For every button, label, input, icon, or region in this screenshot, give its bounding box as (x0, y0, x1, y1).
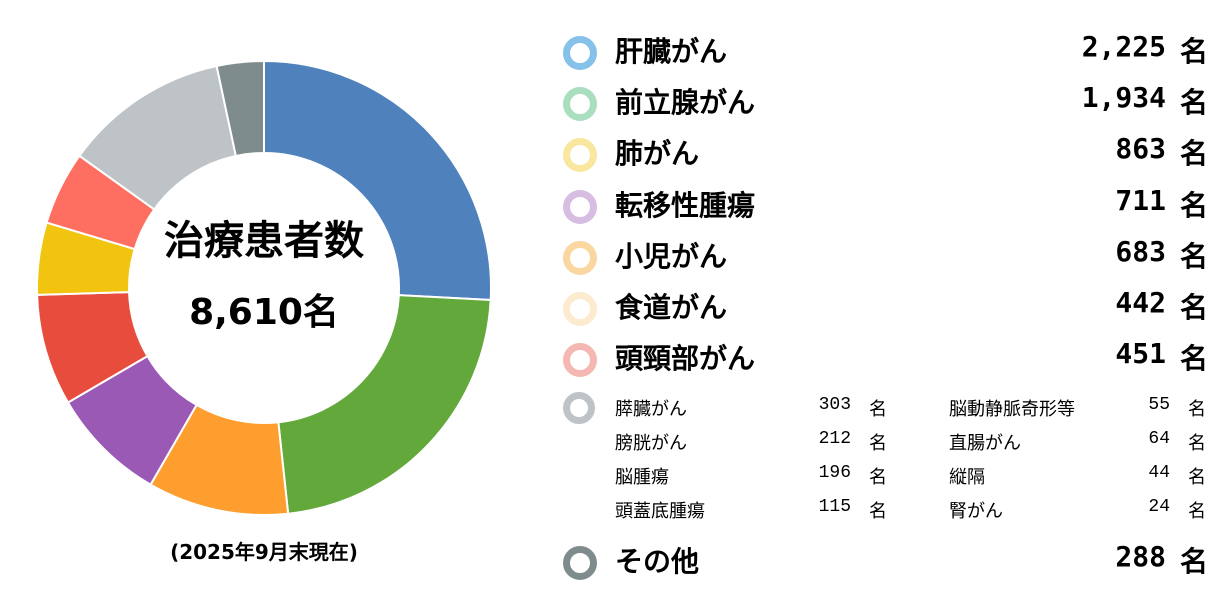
minor-unit: 名 (869, 467, 887, 488)
legend-ring-icon (563, 343, 597, 377)
minor-legend-item: 脳動静脈奇形等 55 名 (949, 395, 1206, 423)
minor-legend-item: 脳腫瘍 196 名 (615, 463, 887, 491)
legend-item: 肝臓がん 2,225 名 (563, 26, 1208, 70)
legend-item: 小児がん 683 名 (563, 231, 1208, 275)
minor-unit: 名 (1188, 501, 1206, 522)
legend-label: 頭頸部がん (615, 342, 756, 375)
legend-item: 肺がん 863 名 (563, 128, 1208, 172)
legend-label: 小児がん (615, 240, 728, 273)
minor-unit: 名 (869, 433, 887, 454)
minor-label: 縦隔 (949, 467, 985, 488)
minor-value: 64 (1148, 429, 1170, 449)
minor-value: 24 (1148, 497, 1170, 517)
legend-item: 転移性腫瘍 711 名 (563, 180, 1208, 224)
minor-value: 115 (818, 497, 851, 517)
slice-1 (277, 294, 492, 515)
legend-unit: 名 (1179, 86, 1208, 119)
legend-ring-icon (563, 292, 597, 326)
legend-ring-icon (563, 392, 595, 424)
legend-ring-icon (563, 190, 597, 224)
minor-unit: 名 (869, 399, 887, 420)
legend-ring-icon (563, 546, 597, 580)
minor-label: 腎がん (949, 501, 1003, 522)
minor-unit: 名 (1188, 467, 1206, 488)
minor-legend-item: 膵臓がん 303 名 (615, 395, 887, 423)
slice-0 (263, 59, 492, 302)
center-title: 治療患者数 (164, 218, 364, 264)
legend-item: 前立腺がん 1,934 名 (563, 77, 1208, 121)
minor-legend-item: 縦隔 44 名 (949, 463, 1206, 491)
legend-label: 肺がん (615, 137, 700, 170)
legend-value: 711 (1115, 184, 1166, 217)
minor-value: 44 (1148, 463, 1170, 483)
legend-item: 食道がん 442 名 (563, 282, 1208, 326)
legend-label: 転移性腫瘍 (615, 189, 756, 222)
minor-label: 膵臓がん (615, 399, 687, 420)
slice-8 (215, 59, 265, 158)
minor-legend-item: 直腸がん 64 名 (949, 429, 1206, 457)
minor-label: 頭蓋底腫瘍 (615, 501, 705, 522)
legend-ring-icon (563, 241, 597, 275)
legend-unit: 名 (1179, 291, 1208, 324)
center-total: 8,610名 (189, 292, 339, 333)
minor-value: 196 (818, 463, 851, 483)
legend-value: 442 (1115, 286, 1166, 319)
legend-value: 288 (1115, 540, 1166, 573)
minor-value: 303 (818, 395, 851, 415)
legend-unit: 名 (1179, 240, 1208, 273)
minor-label: 脳動静脈奇形等 (949, 399, 1075, 420)
minor-label: 膀胱がん (615, 433, 687, 454)
minor-label: 直腸がん (949, 433, 1021, 454)
minor-unit: 名 (1188, 433, 1206, 454)
minor-value: 212 (818, 429, 851, 449)
minor-legend-item: 腎がん 24 名 (949, 497, 1206, 525)
legend-value: 451 (1115, 337, 1166, 370)
minor-label: 脳腫瘍 (615, 467, 669, 488)
legend-unit: 名 (1179, 189, 1208, 222)
as-of-note: (2025年9月末現在) (170, 540, 358, 564)
legend-ring-icon (563, 36, 597, 70)
legend-label: その他 (615, 545, 700, 578)
minor-legend-item: 頭蓋底腫瘍 115 名 (615, 497, 887, 525)
legend-unit: 名 (1179, 35, 1208, 68)
legend-unit: 名 (1179, 342, 1208, 375)
minor-legend-item: 膀胱がん 212 名 (615, 429, 887, 457)
legend-ring-icon (563, 138, 597, 172)
minor-unit: 名 (869, 501, 887, 522)
legend-label: 肝臓がん (615, 35, 728, 68)
legend-item: 頭頸部がん 451 名 (563, 333, 1208, 377)
legend-ring-icon (563, 87, 597, 121)
legend-value: 683 (1115, 235, 1166, 268)
legend-value: 863 (1115, 132, 1166, 165)
legend-unit: 名 (1179, 545, 1208, 578)
minor-value: 55 (1148, 395, 1170, 415)
legend-label: 食道がん (615, 291, 728, 324)
donut-chart (36, 59, 492, 516)
legend-value: 2,225 (1081, 30, 1166, 63)
legend-item: その他 288 名 (563, 536, 1208, 580)
legend-label: 前立腺がん (615, 86, 756, 119)
minor-unit: 名 (1188, 399, 1206, 420)
legend-value: 1,934 (1081, 81, 1166, 114)
legend-unit: 名 (1179, 137, 1208, 170)
